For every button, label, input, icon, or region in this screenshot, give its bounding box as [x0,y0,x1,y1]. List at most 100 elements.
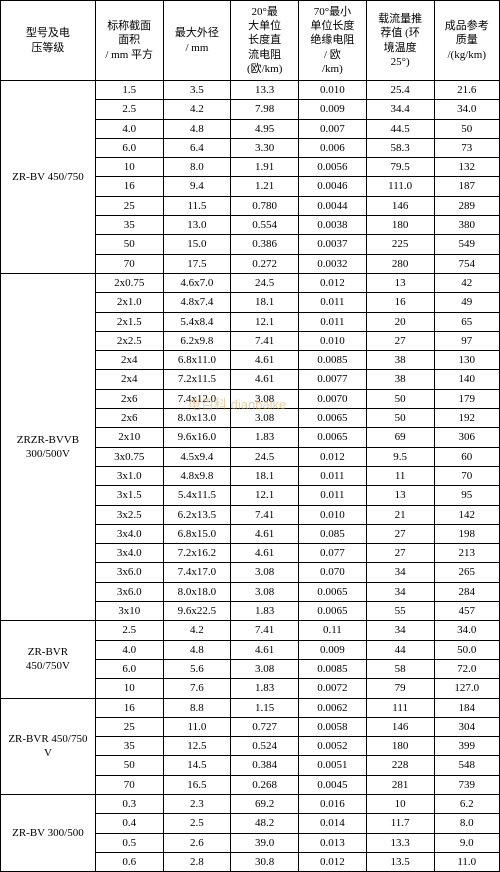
cell: 13 [366,486,434,505]
cell: 2x4 [95,370,163,389]
cell: 0.6 [95,852,163,871]
cell: 111.0 [366,177,434,196]
cell: 0.0085 [299,351,367,370]
cell: 0.011 [299,466,367,485]
cell: 9.5 [366,447,434,466]
column-header-0: 型号及电压等级 [1,1,96,81]
cell: 2.5 [163,814,231,833]
cell: 4.61 [231,370,299,389]
cell: 0.0037 [299,235,367,254]
cell: 73 [434,138,500,157]
cell: 142 [434,505,500,524]
cell: 9.6x16.0 [163,428,231,447]
cell: 0.0045 [299,775,367,794]
cell: 97 [434,331,500,350]
cell: 5.4x11.5 [163,486,231,505]
column-header-3: 20°最大单位长度直流电阻(欧/km) [231,1,299,81]
cell: 42 [434,273,500,292]
cell: 146 [366,196,434,215]
cell: 6.0 [95,138,163,157]
cell: 7.4x17.0 [163,563,231,582]
cell: 8.0 [434,814,500,833]
cell: 180 [366,737,434,756]
cell: 50 [366,409,434,428]
cell: 3.08 [231,409,299,428]
cell: 11 [366,466,434,485]
cell: 127.0 [434,679,500,698]
cell: 198 [434,524,500,543]
cell: 0.0065 [299,582,367,601]
cell: 0.0072 [299,679,367,698]
cell: 3x2.5 [95,505,163,524]
cell: 50 [366,389,434,408]
model-cell-0: ZR-BV 450/750 [1,81,96,274]
cell: 0.009 [299,100,367,119]
model-cell-2: ZR-BVR450/750V [1,621,96,698]
column-header-4: 70°最小单位长度绝缘电阻/ 欧/km) [299,1,367,81]
cell: 0.0058 [299,717,367,736]
cell: 3x1.5 [95,486,163,505]
cell: 0.0046 [299,177,367,196]
cell: 179 [434,389,500,408]
header-row: 型号及电压等级标称截面面积/ mm 平方最大外径/ mm20°最大单位长度直流电… [1,1,500,81]
cell: 3.5 [163,81,231,100]
cell: 132 [434,158,500,177]
cell: 0.3 [95,794,163,813]
cell: 34 [366,621,434,640]
cell: 3.08 [231,389,299,408]
cell: 8.0x13.0 [163,409,231,428]
cell: 0.070 [299,563,367,582]
cell: 3x6.0 [95,582,163,601]
cell: 1.5 [95,81,163,100]
cell: 3.08 [231,582,299,601]
cell: 0.0065 [299,409,367,428]
cell: 228 [366,756,434,775]
cell: 1.83 [231,679,299,698]
cell: 0.272 [231,254,299,273]
model-cell-1: ZRZR-BVVB300/500V [1,273,96,620]
cell: 184 [434,698,500,717]
cell: 34 [366,582,434,601]
cell: 8.8 [163,698,231,717]
cell: 65 [434,312,500,331]
cell: 12.5 [163,737,231,756]
cell: 4.0 [95,119,163,138]
cell: 11.0 [434,852,500,871]
cell: 1.21 [231,177,299,196]
cell: 0.554 [231,216,299,235]
cell: 18.1 [231,293,299,312]
cell: 50 [95,756,163,775]
cell: 48.2 [231,814,299,833]
cell: 2x10 [95,428,163,447]
cell: 6.2x9.8 [163,331,231,350]
cell: 0.010 [299,331,367,350]
cell: 284 [434,582,500,601]
cell: 95 [434,486,500,505]
cell: 549 [434,235,500,254]
cell: 34.4 [366,100,434,119]
cell: 9.6x22.5 [163,602,231,621]
cell: 3x4.0 [95,524,163,543]
cell: 2.6 [163,833,231,852]
cell: 16 [95,698,163,717]
cell: 21.6 [434,81,500,100]
cell: 39.0 [231,833,299,852]
cell: 27 [366,544,434,563]
cell: 6.0 [95,659,163,678]
cell: 16 [95,177,163,196]
cell: 69.2 [231,794,299,813]
cell: 140 [434,370,500,389]
cell: 280 [366,254,434,273]
cell: 281 [366,775,434,794]
cell: 0.013 [299,833,367,852]
cell: 24.5 [231,273,299,292]
cell: 25.4 [366,81,434,100]
cell: 2x1.0 [95,293,163,312]
cell: 0.012 [299,273,367,292]
cell: 49 [434,293,500,312]
cell: 0.007 [299,119,367,138]
cell: 3.08 [231,659,299,678]
cell: 1.15 [231,698,299,717]
cell: 2.5 [95,100,163,119]
cell: 0.0052 [299,737,367,756]
